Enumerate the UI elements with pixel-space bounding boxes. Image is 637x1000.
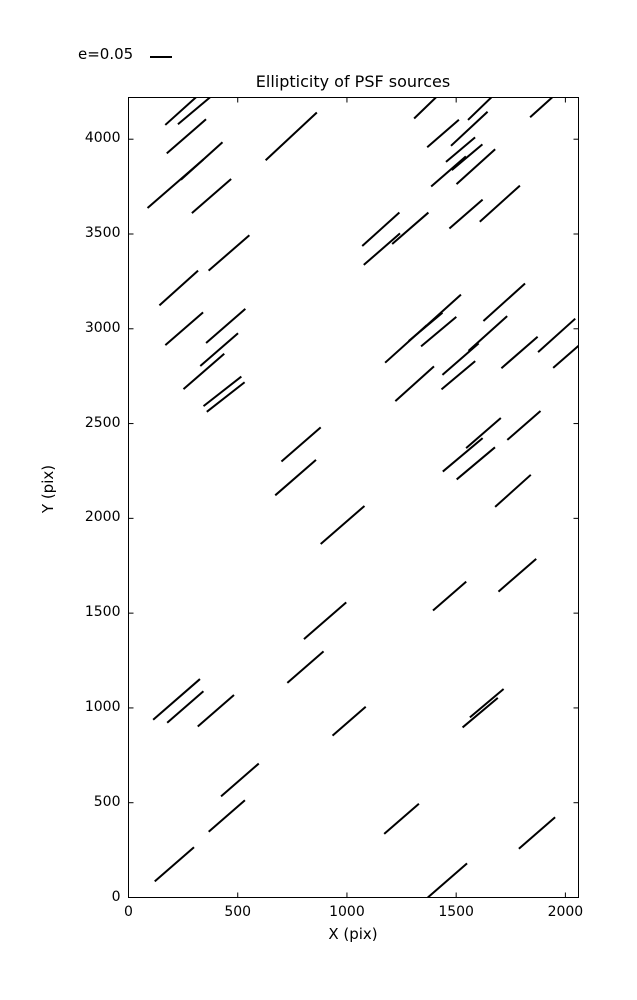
x-tick-label: 500 (224, 903, 252, 920)
whisker-segment (465, 417, 502, 449)
whisker-segment (166, 690, 205, 724)
whisker-segment (461, 697, 499, 729)
whisker-segment (384, 324, 428, 364)
whisker-segment (494, 474, 532, 508)
whisker-segment (445, 136, 476, 163)
whisker-segment (529, 97, 554, 118)
whisker-segment (500, 335, 539, 369)
x-tick-label: 1500 (438, 903, 474, 920)
y-tick-label: 0 (111, 888, 121, 905)
whisker-segment (166, 118, 207, 155)
whisker-segment (363, 232, 401, 266)
whisker-segment (280, 426, 322, 463)
y-tick-label: 500 (93, 793, 121, 810)
whisker-segment (208, 799, 246, 833)
y-tick-label: 4000 (84, 130, 121, 147)
whisker-segment (391, 211, 430, 245)
whisker-segment (303, 601, 347, 640)
whisker-segment (506, 410, 542, 441)
whisker-segment (455, 148, 496, 185)
whisker-segment (286, 650, 325, 684)
axis-ticks (128, 97, 579, 898)
whisker-segment (206, 381, 246, 413)
whisker-segment (552, 344, 579, 369)
whisker-segment (361, 211, 401, 247)
whisker-segment (430, 155, 467, 188)
whisker-segment (469, 688, 505, 719)
whisker-segment (394, 365, 435, 402)
whisker-segment (479, 184, 521, 223)
page-title: Ellipticity of PSF sources (255, 72, 451, 91)
whisker-series (146, 97, 579, 898)
whisker-segment (152, 678, 201, 721)
whisker-segment (518, 816, 556, 850)
x-tick-label: 0 (124, 903, 133, 920)
whisker-segment (197, 694, 235, 728)
whisker-segment (199, 332, 239, 367)
y-tick-label: 1500 (84, 604, 121, 621)
y-tick-label: 1000 (84, 698, 121, 715)
legend-scale-label: e=0.05 (78, 45, 134, 63)
whisker-segment (426, 118, 460, 149)
whisker-segment (220, 762, 260, 798)
whisker-segment (427, 862, 468, 898)
whisker-segment (413, 97, 438, 120)
whisker-segment (164, 97, 198, 126)
whisker-segment (274, 459, 317, 497)
whisker-segment (202, 375, 242, 407)
x-tick-label: 2000 (547, 903, 584, 920)
whisker-segment (432, 580, 467, 612)
whisker-segment (442, 437, 484, 473)
whisker-segment (207, 234, 251, 272)
axes-frame (128, 97, 579, 898)
whisker-segment (191, 178, 232, 214)
whisker-segment (205, 308, 246, 344)
whisker-segment (158, 269, 199, 307)
whisker-segment (448, 198, 484, 230)
whisker-segment (497, 558, 537, 593)
whisker-segment (320, 505, 366, 545)
whisker-segment (450, 110, 489, 147)
whisker-segment (441, 342, 480, 376)
whisker-segment (164, 311, 204, 346)
whisker-segment (467, 97, 493, 121)
whisker-segment (537, 317, 576, 353)
whisker-segment (264, 111, 318, 161)
whisker-segment (177, 97, 211, 126)
y-tick-label: 2500 (84, 414, 121, 431)
whisker-segment (440, 360, 476, 391)
whisker-segment (146, 158, 205, 209)
whisker-segment (182, 352, 225, 390)
whisker-segment (456, 446, 496, 481)
whisker-segment (383, 802, 420, 835)
whisker-segment (482, 282, 526, 322)
y-tick-label: 2000 (84, 509, 121, 526)
whisker-segment (420, 316, 457, 348)
y-tick-label: 3500 (84, 224, 121, 241)
x-tick-label: 1000 (329, 903, 365, 920)
y-tick-label: 3000 (84, 319, 121, 336)
whisker-segment (467, 315, 508, 352)
whisker-segment (331, 706, 367, 737)
x-axis-label: X (pix) (328, 925, 378, 943)
whisker-segment (451, 143, 484, 171)
whisker-segment (154, 846, 195, 883)
